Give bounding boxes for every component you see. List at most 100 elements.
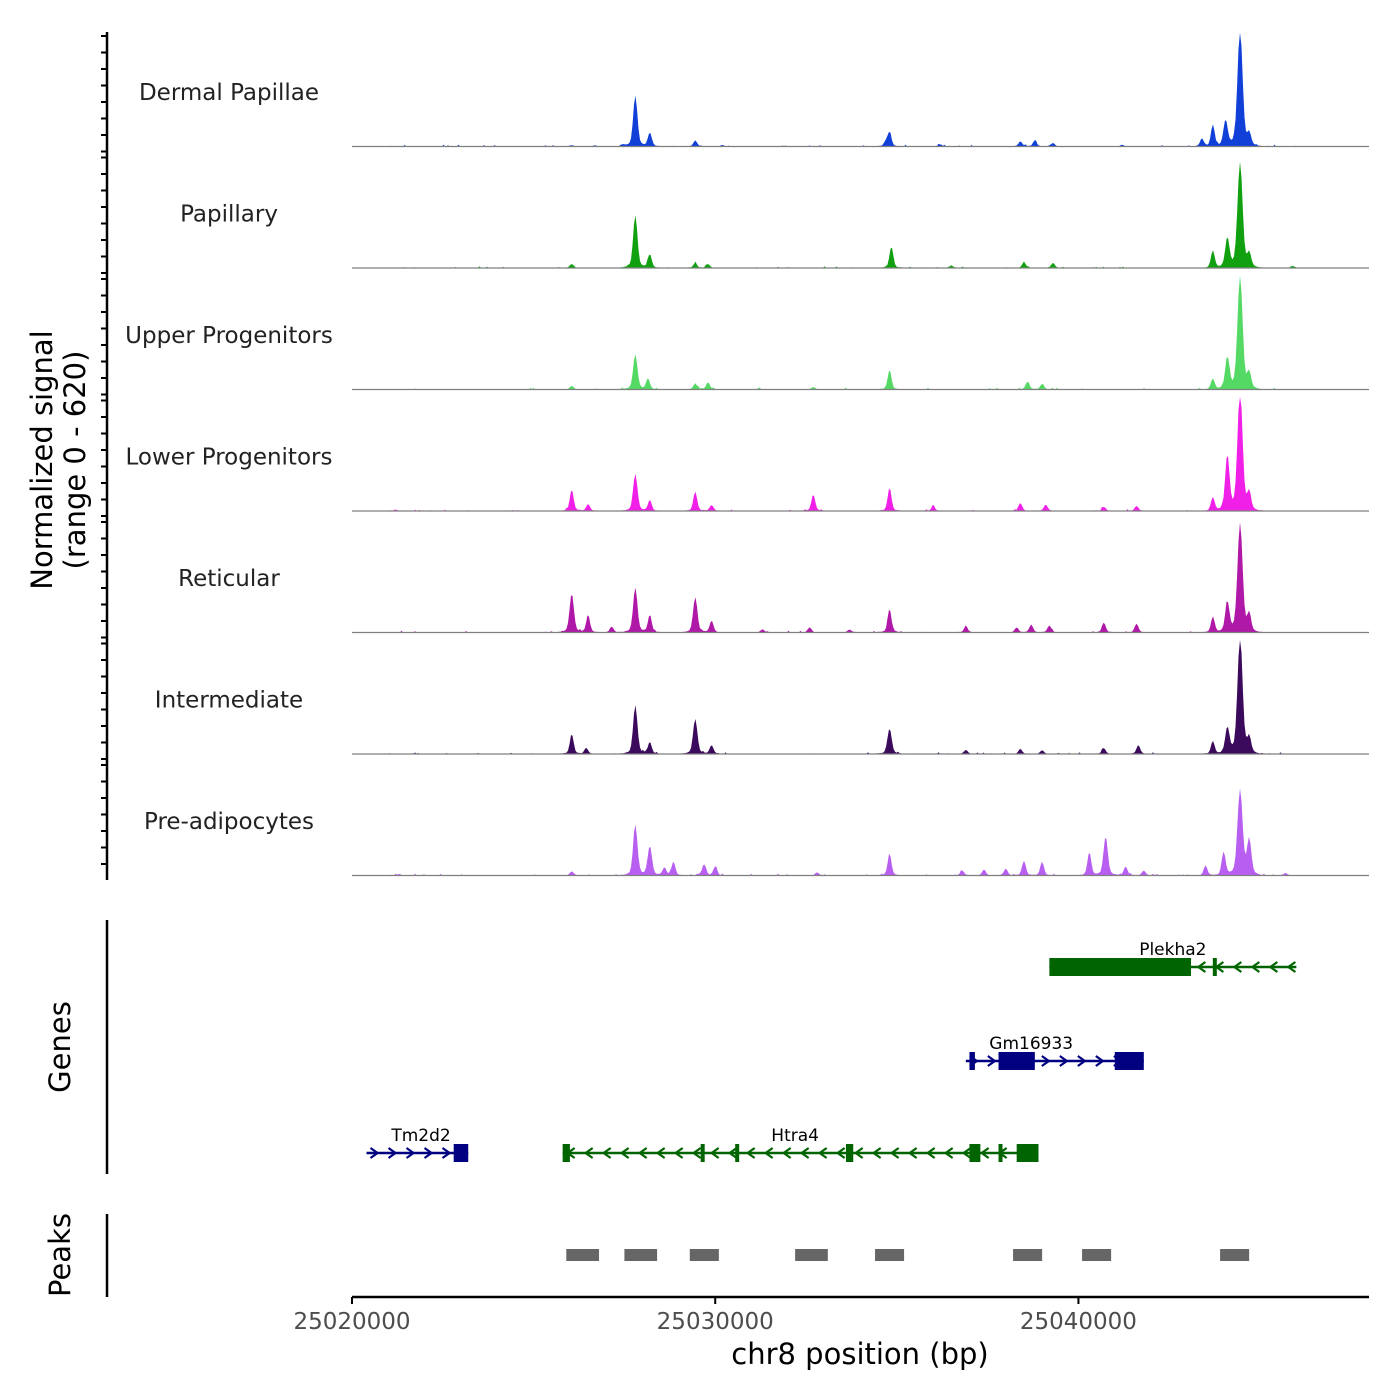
strand-chevron (369, 1147, 380, 1159)
coverage-track-2 (352, 161, 1369, 269)
peak-region-5 (875, 1249, 905, 1261)
strand-chevron (987, 1055, 997, 1067)
strand-chevron (637, 1147, 648, 1159)
coverage-track-3 (352, 275, 1369, 391)
gene-label: Gm16933 (989, 1034, 1073, 1054)
strand-chevron (745, 1147, 756, 1159)
coverage-track-5 (352, 522, 1369, 634)
exon (735, 1144, 740, 1162)
peak-region-7 (1082, 1249, 1112, 1261)
strand-chevron (763, 1147, 774, 1159)
genes-panel-title: Genes (43, 1001, 77, 1093)
peak-region-6 (1013, 1249, 1043, 1261)
strand-chevron (1232, 961, 1243, 973)
y-axis-title-line1: Normalized signal (25, 330, 59, 589)
coverage-track-labels: Dermal Papillae Papillary Upper Progenitor… (125, 80, 333, 835)
strand-chevron (835, 1147, 846, 1159)
strand-chevron (817, 1147, 828, 1159)
genes-panel: Genes Tm2d2 Htra4 Gm16933 Plekha2 (43, 920, 1297, 1174)
peak-region-1 (566, 1249, 599, 1261)
strand-chevron (943, 1147, 954, 1159)
exon (998, 1052, 1035, 1070)
track-label-6: Intermediate (155, 688, 303, 714)
strand-chevron (1041, 1055, 1051, 1067)
strand-chevron (781, 1147, 792, 1159)
strand-chevron (1059, 1055, 1069, 1067)
coverage-track-7 (352, 788, 1369, 877)
x-axis-title: chr8 position (bp) (731, 1337, 988, 1371)
x-axis: 25020000 25030000 25040000 chr8 position (… (293, 1295, 1369, 1371)
x-axis-ticks: 25020000 25030000 25040000 (293, 1297, 1137, 1335)
strand-chevron (961, 1147, 972, 1159)
strand-chevron (853, 1147, 864, 1159)
strand-chevron (1077, 1055, 1087, 1067)
strand-chevron (799, 1147, 810, 1159)
peak-region-8 (1220, 1249, 1250, 1261)
strand-chevron (889, 1147, 900, 1159)
gene-models: Tm2d2 Htra4 Gm16933 Plekha2 (366, 940, 1297, 1162)
strand-chevron (387, 1147, 398, 1159)
coverage-track-4 (352, 397, 1369, 512)
exon (1016, 1144, 1039, 1162)
track-label-7: Pre-adipocytes (144, 809, 314, 835)
x-tick-label: 25030000 (657, 1309, 774, 1335)
strand-chevron (907, 1147, 918, 1159)
strand-chevron (619, 1147, 630, 1159)
exon (1049, 958, 1192, 976)
strand-chevron (709, 1147, 720, 1159)
peak-region-4 (795, 1249, 828, 1261)
exon (700, 1144, 705, 1162)
strand-chevron (655, 1147, 666, 1159)
strand-chevron (1286, 961, 1297, 973)
strand-chevron (601, 1147, 612, 1159)
strand-chevron (423, 1147, 434, 1159)
strand-chevron (691, 1147, 702, 1159)
strand-chevron (583, 1147, 594, 1159)
gene-htra4: Htra4 (562, 1126, 1039, 1162)
exon (1212, 958, 1217, 976)
track-label-2: Papillary (180, 202, 278, 228)
gene-label: Plekha2 (1139, 940, 1206, 960)
strand-chevron (405, 1147, 416, 1159)
peak-region-3 (689, 1249, 719, 1261)
strand-chevron (673, 1147, 684, 1159)
track-label-4: Lower Progenitors (126, 445, 333, 471)
track-label-3: Upper Progenitors (125, 323, 333, 349)
exon (998, 1144, 1003, 1162)
coverage-panel: Dermal Papillae Papillary Upper Progenitor… (25, 32, 1369, 880)
gene-label: Htra4 (771, 1126, 819, 1146)
peaks-panel-title: Peaks (43, 1213, 77, 1297)
strand-chevron (979, 1147, 990, 1159)
coverage-track-1 (352, 32, 1369, 148)
strand-chevron (1095, 1055, 1105, 1067)
x-tick-label: 25040000 (1020, 1309, 1137, 1335)
gene-tm2d2: Tm2d2 (366, 1126, 469, 1162)
peak-regions (566, 1249, 1250, 1261)
x-tick-label: 25020000 (293, 1309, 410, 1335)
coverage-tracks (352, 32, 1369, 877)
peaks-panel: Peaks (43, 1213, 1250, 1297)
gene-gm16933: Gm16933 (965, 1034, 1144, 1070)
exon (969, 1052, 975, 1070)
exon (845, 1144, 854, 1162)
strand-chevron (871, 1147, 882, 1159)
peak-region-2 (624, 1249, 658, 1261)
strand-chevron (1268, 961, 1279, 973)
gene-label: Tm2d2 (390, 1126, 450, 1146)
exon (453, 1144, 469, 1162)
strand-chevron (1196, 961, 1207, 973)
exon (1114, 1052, 1144, 1070)
strand-chevron (441, 1147, 452, 1159)
y-axis-title-line2: (range 0 - 620) (58, 351, 92, 570)
strand-chevron (727, 1147, 738, 1159)
track-label-5: Reticular (178, 566, 280, 592)
exon (969, 1144, 981, 1162)
gene-plekha2: Plekha2 (1049, 940, 1297, 976)
coverage-y-axis-ticks (101, 35, 107, 865)
track-label-1: Dermal Papillae (139, 80, 319, 106)
exon (562, 1144, 570, 1162)
strand-chevron (1250, 961, 1261, 973)
strand-chevron (925, 1147, 936, 1159)
